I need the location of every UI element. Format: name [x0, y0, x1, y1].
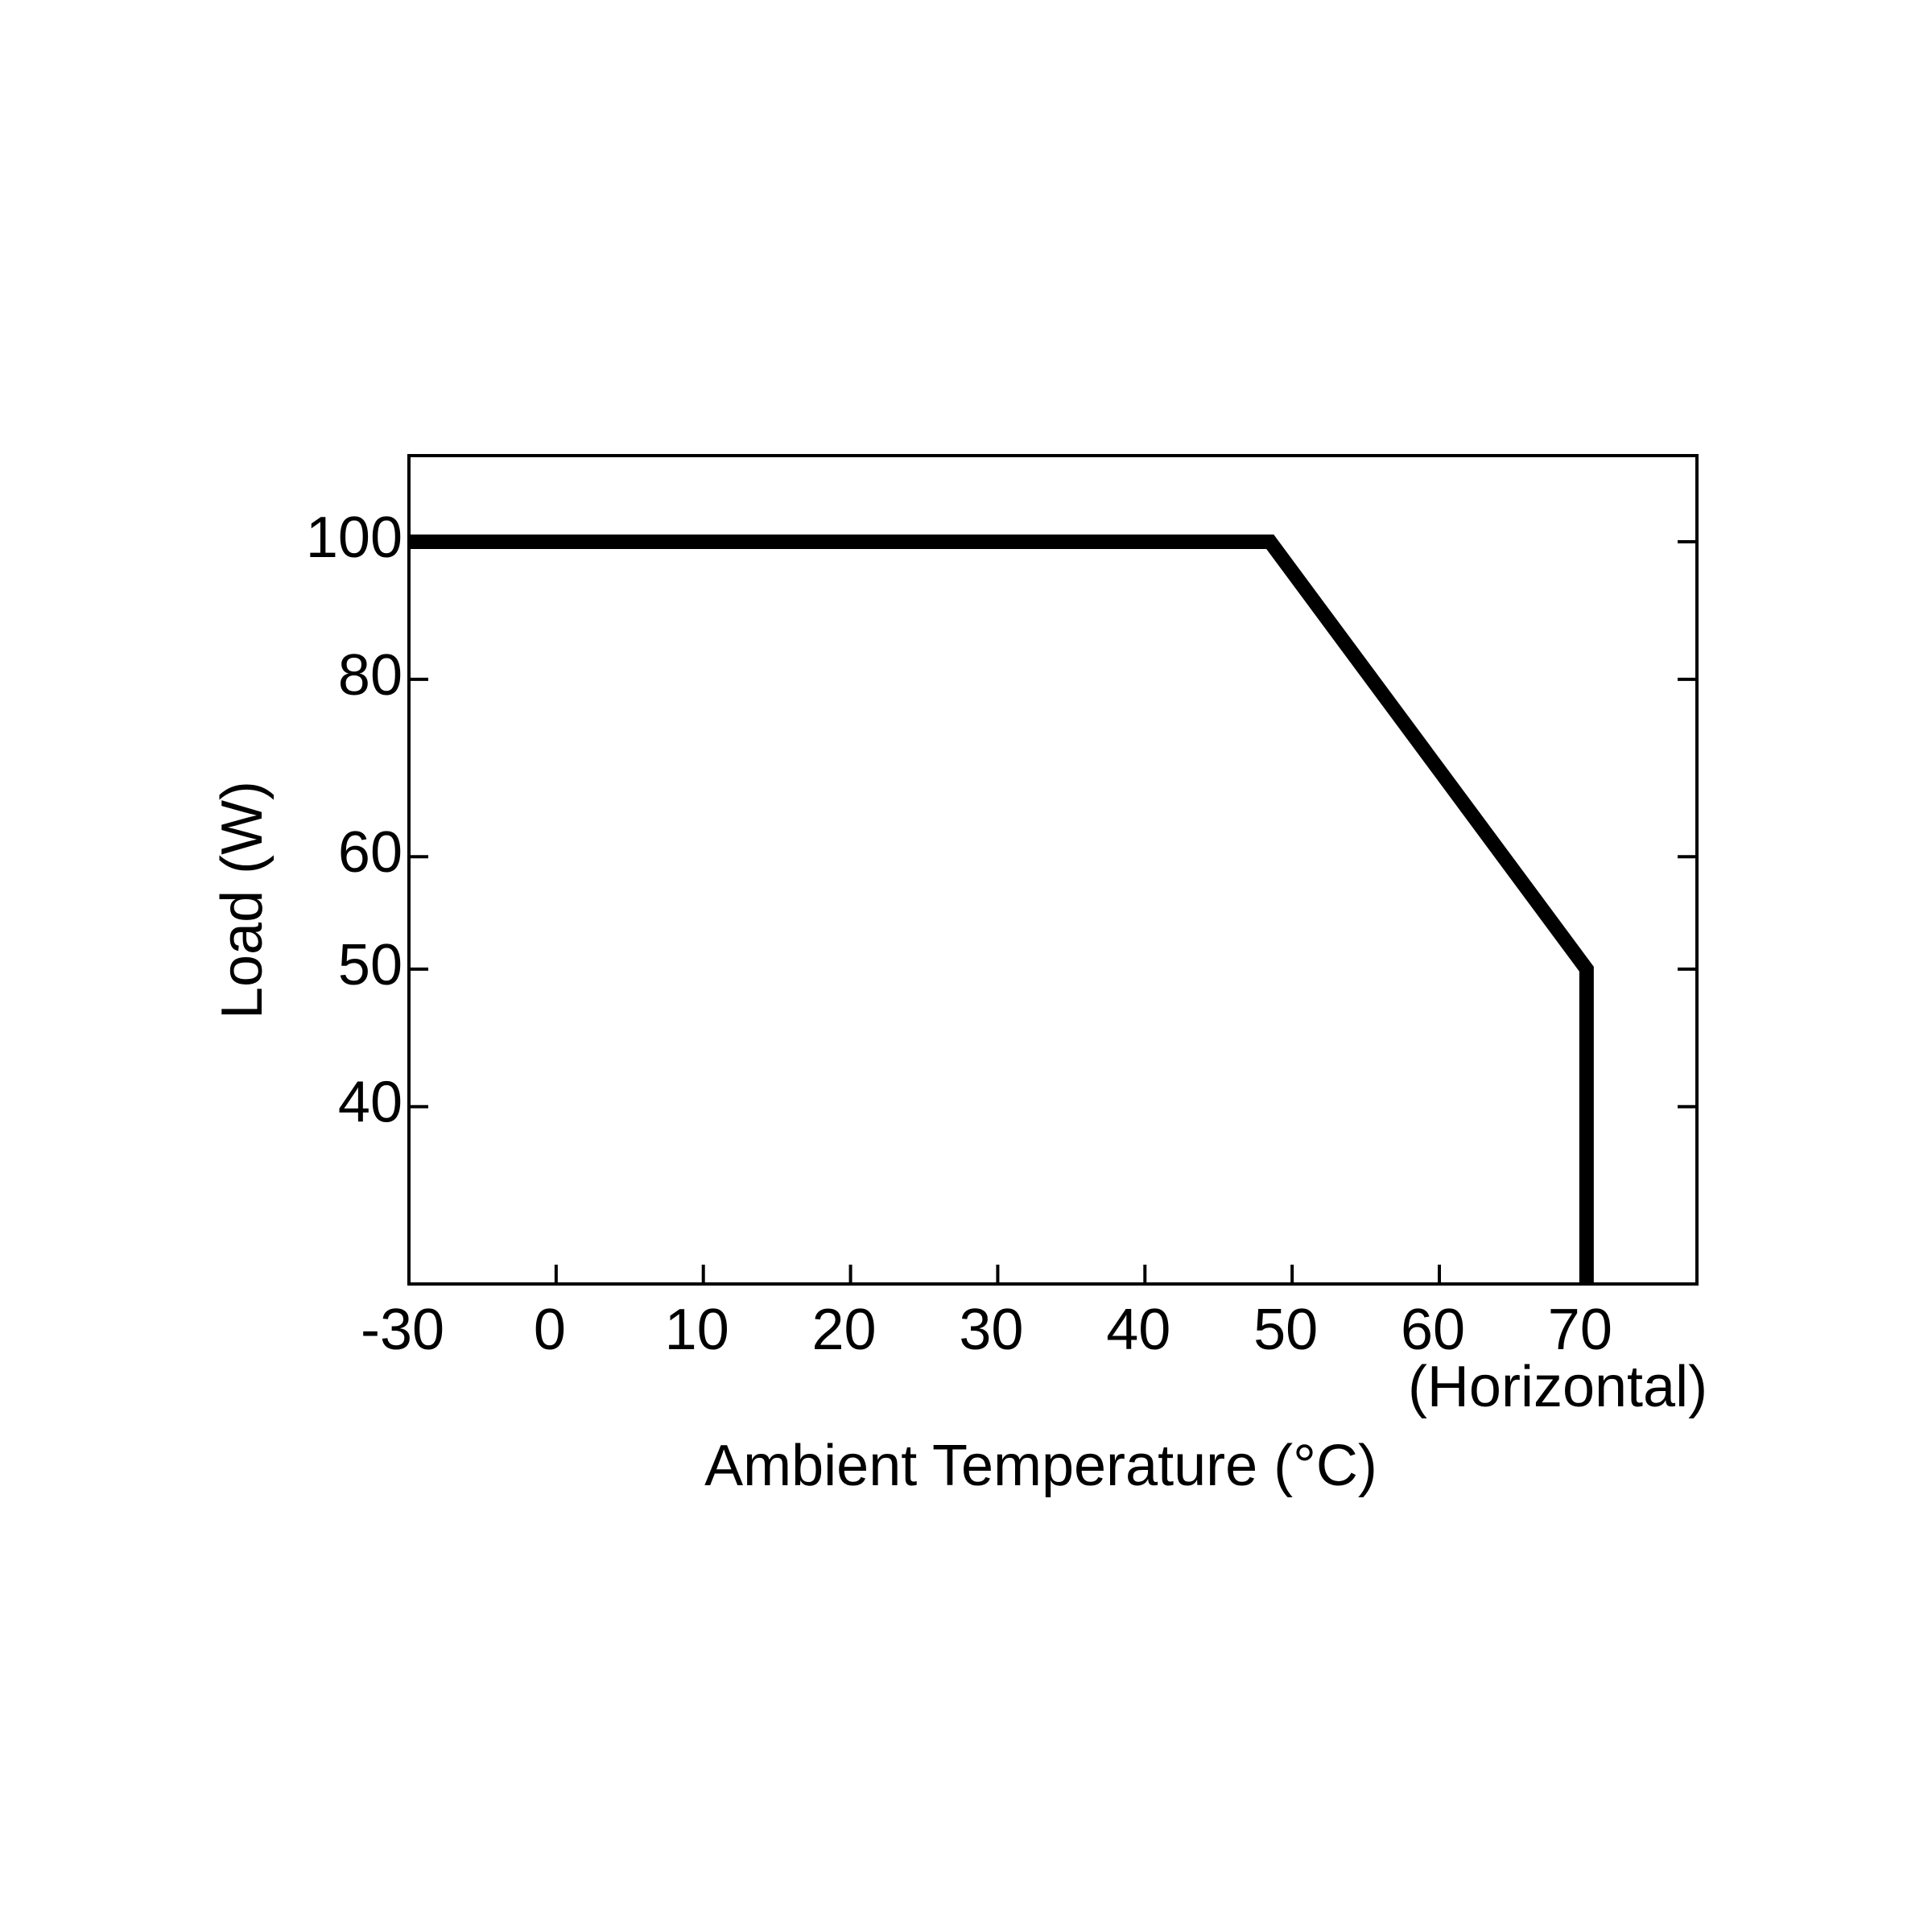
x-tick-label: 10 [665, 1298, 729, 1362]
x-tick-label: -30 [361, 1298, 444, 1362]
x-tick-label: 20 [812, 1298, 877, 1362]
y-axis-title: Load (W) [210, 781, 275, 1019]
x-tick-label: 70 [1548, 1298, 1612, 1362]
x-tick-label: 50 [1253, 1298, 1318, 1362]
x-axis-title: Ambient Temperature (°C) [704, 1434, 1377, 1498]
annotation: (Horizontal) [1408, 1355, 1707, 1419]
line-series [409, 535, 1594, 1284]
x-tick-label: 40 [1106, 1298, 1170, 1362]
y-tick-label: 40 [338, 1071, 402, 1135]
x-tick-label: 60 [1401, 1298, 1465, 1362]
plot-frame [407, 454, 1699, 1286]
y-tick-label: 60 [338, 820, 402, 885]
y-tick-label: 100 [306, 506, 402, 570]
x-tick-label: 30 [959, 1298, 1023, 1362]
x-tick-label: 0 [534, 1298, 566, 1362]
y-tick-label: 80 [338, 643, 402, 708]
y-tick-label: 50 [338, 933, 402, 997]
